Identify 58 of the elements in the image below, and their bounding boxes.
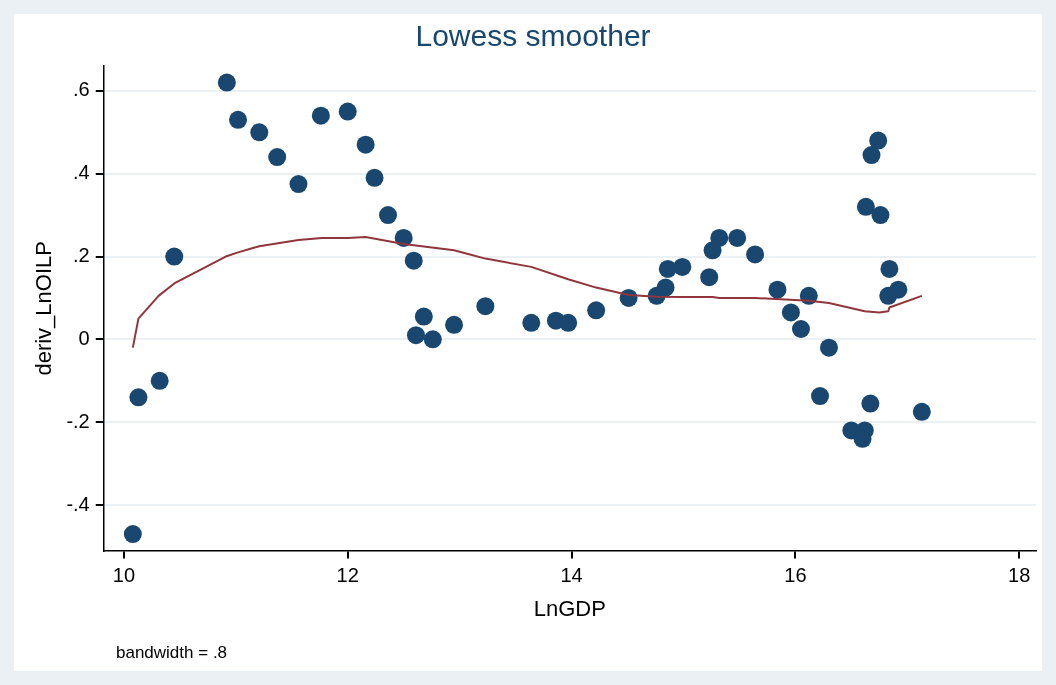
point [229, 110, 248, 129]
point [338, 102, 357, 121]
point [889, 280, 908, 299]
point [311, 106, 330, 125]
point [289, 175, 308, 194]
y-tick-label: .4 [73, 161, 90, 184]
point [869, 131, 888, 150]
point [356, 135, 375, 154]
point [250, 123, 269, 142]
point [658, 259, 677, 278]
y-tick-label: .2 [73, 244, 90, 267]
y-axis-title: deriv_LnOILP [31, 241, 57, 376]
point [522, 313, 541, 332]
point [880, 259, 899, 278]
point [217, 73, 236, 92]
point [768, 280, 787, 299]
point [414, 307, 433, 326]
point [559, 313, 578, 332]
point [781, 303, 800, 322]
point [129, 388, 148, 407]
x-axis-title: LnGDP [533, 595, 606, 621]
point [700, 268, 719, 287]
point [656, 278, 675, 297]
point [871, 206, 890, 225]
point [423, 330, 442, 349]
point [165, 247, 184, 266]
chart-title: Lowess smoother [415, 19, 651, 53]
x-tick-label: 12 [336, 564, 359, 587]
point [861, 394, 880, 413]
point [819, 338, 838, 357]
point [791, 320, 810, 339]
y-tick-label: 0 [78, 326, 90, 349]
y-tick-label: -.4 [66, 492, 90, 515]
point [811, 387, 829, 406]
point [150, 371, 169, 390]
point [862, 146, 881, 165]
x-tick-label: 16 [784, 564, 807, 587]
y-tick-label: -.2 [66, 409, 90, 432]
point [856, 197, 875, 216]
point [123, 525, 142, 544]
x-tick-label: 18 [1008, 564, 1031, 587]
point [379, 206, 398, 225]
point [912, 402, 931, 421]
point [365, 168, 384, 187]
point [445, 315, 464, 334]
point [710, 228, 729, 247]
text: bandwidth = .8 [116, 643, 228, 662]
point [673, 257, 692, 276]
point [268, 148, 287, 167]
x-tick-label: 10 [112, 564, 136, 587]
y-tick-label: .6 [73, 78, 90, 101]
x-tick-label: 14 [560, 564, 583, 587]
point [728, 228, 747, 247]
point [587, 301, 606, 320]
point [476, 297, 495, 316]
point [404, 251, 423, 270]
point [746, 245, 765, 264]
point [406, 326, 425, 345]
